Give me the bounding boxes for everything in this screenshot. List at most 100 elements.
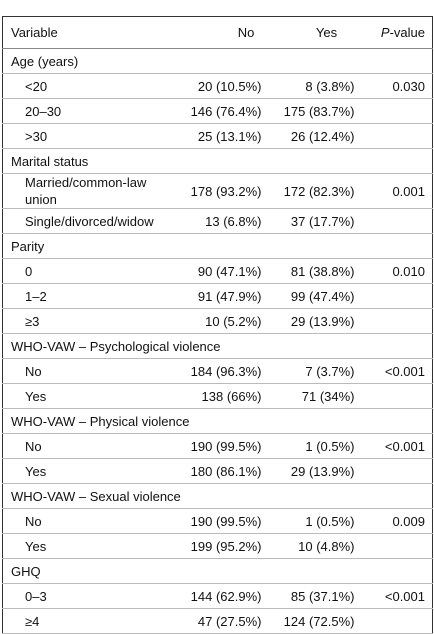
yes-cell: 10 (4.8%): [268, 533, 362, 559]
yes-cell: 85 (37.1%): [268, 583, 362, 609]
data-row: Single/divorced/widow 13 (6.8%) 37 (17.7%): [2, 208, 433, 234]
data-row: Yes 138 (66%) 71 (34%): [2, 383, 433, 409]
data-row: 0 90 (47.1%) 81 (38.8%) 0.010: [2, 258, 433, 284]
row-label: 1–2: [2, 283, 181, 309]
header-cell: No: [180, 16, 269, 49]
data-row: Yes 199 (95.2%) 10 (4.8%): [2, 533, 433, 559]
row-label: Married/common-law union: [2, 173, 181, 209]
yes-cell: 7 (3.7%): [268, 358, 362, 384]
data-row: No 190 (99.5%) 1 (0.5%) <0.001: [2, 433, 433, 459]
data-row: No 190 (99.5%) 1 (0.5%) 0.009: [2, 508, 433, 534]
data-row: 20–30 146 (76.4%) 175 (83.7%): [2, 98, 433, 124]
section-title: WHO-VAW – Physical violence: [2, 408, 433, 434]
section-row: WHO-VAW – Sexual violence: [2, 483, 433, 509]
header-cell: Variable: [2, 16, 181, 49]
p-value-cell: [361, 533, 433, 559]
header-cell: P-value: [361, 16, 433, 49]
no-cell: 178 (93.2%): [180, 173, 269, 209]
yes-cell: 1 (0.5%): [268, 508, 362, 534]
p-value-cell: 0.030: [361, 73, 433, 99]
section-row: Age (years): [2, 48, 433, 74]
no-cell: 91 (47.9%): [180, 283, 269, 309]
no-cell: 190 (99.5%): [180, 508, 269, 534]
row-label: Single/divorced/widow: [2, 208, 181, 234]
p-value-cell: 0.010: [361, 258, 433, 284]
section-title: WHO-VAW – Sexual violence: [2, 483, 433, 509]
p-value-cell: [361, 308, 433, 334]
row-label: ≥4: [2, 608, 181, 634]
data-row: 0–3 144 (62.9%) 85 (37.1%) <0.001: [2, 583, 433, 609]
p-value-cell: <0.001: [361, 433, 433, 459]
row-label: Yes: [2, 533, 181, 559]
no-cell: 90 (47.1%): [180, 258, 269, 284]
yes-cell: 29 (13.9%): [268, 308, 362, 334]
no-cell: 47 (27.5%): [180, 608, 269, 634]
row-label: No: [2, 433, 181, 459]
row-label: 0: [2, 258, 181, 284]
row-label: 0–3: [2, 583, 181, 609]
no-cell: 180 (86.1%): [180, 458, 269, 484]
yes-cell: 172 (82.3%): [268, 173, 362, 209]
no-cell: 20 (10.5%): [180, 73, 269, 99]
data-row: No 184 (96.3%) 7 (3.7%) <0.001: [2, 358, 433, 384]
p-value-cell: 0.001: [361, 173, 433, 209]
no-cell: 190 (99.5%): [180, 433, 269, 459]
p-value-cell: [361, 208, 433, 234]
section-title: Age (years): [2, 48, 433, 74]
no-cell: 184 (96.3%): [180, 358, 269, 384]
section-title: Marital status: [2, 148, 433, 174]
no-cell: 146 (76.4%): [180, 98, 269, 124]
section-row: WHO-VAW – Psychological violence: [2, 333, 433, 359]
data-row: 1–2 91 (47.9%) 99 (47.4%): [2, 283, 433, 309]
no-cell: 25 (13.1%): [180, 123, 269, 149]
data-row: Yes 180 (86.1%) 29 (13.9%): [2, 458, 433, 484]
data-row: >30 25 (13.1%) 26 (12.4%): [2, 123, 433, 149]
section-row: Parity: [2, 233, 433, 259]
yes-cell: 81 (38.8%): [268, 258, 362, 284]
row-label: 20–30: [2, 98, 181, 124]
p-value-cell: 0.009: [361, 508, 433, 534]
section-row: WHO-VAW – Physical violence: [2, 408, 433, 434]
row-label: ≥3: [2, 308, 181, 334]
yes-cell: 37 (17.7%): [268, 208, 362, 234]
p-value-cell: <0.001: [361, 583, 433, 609]
row-label: No: [2, 358, 181, 384]
no-cell: 144 (62.9%): [180, 583, 269, 609]
yes-cell: 124 (72.5%): [268, 608, 362, 634]
data-row: <20 20 (10.5%) 8 (3.8%) 0.030: [2, 73, 433, 99]
data-table: Variable No Yes P-value Age (years) <20 20…: [2, 16, 433, 634]
header-row: Variable No Yes P-value: [2, 16, 433, 49]
p-value-cell: [361, 458, 433, 484]
p-value-cell: [361, 608, 433, 634]
section-row: Marital status: [2, 148, 433, 174]
data-row: Married/common-law union 178 (93.2%) 172 (…: [2, 173, 433, 209]
yes-cell: 1 (0.5%): [268, 433, 362, 459]
section-title: GHQ: [2, 558, 433, 584]
section-title: Parity: [2, 233, 433, 259]
row-label: Yes: [2, 383, 181, 409]
yes-cell: 71 (34%): [268, 383, 362, 409]
p-value-cell: [361, 123, 433, 149]
no-cell: 13 (6.8%): [180, 208, 269, 234]
section-row: GHQ: [2, 558, 433, 584]
header-cell: Yes: [268, 16, 362, 49]
p-value-cell: [361, 98, 433, 124]
no-cell: 10 (5.2%): [180, 308, 269, 334]
row-label: >30: [2, 123, 181, 149]
no-cell: 199 (95.2%): [180, 533, 269, 559]
yes-cell: 26 (12.4%): [268, 123, 362, 149]
data-row: ≥4 47 (27.5%) 124 (72.5%): [2, 608, 433, 634]
data-row: ≥3 10 (5.2%) 29 (13.9%): [2, 308, 433, 334]
no-cell: 138 (66%): [180, 383, 269, 409]
table-body: Age (years) <20 20 (10.5%) 8 (3.8%) 0.030 20–…: [2, 48, 433, 634]
section-title: WHO-VAW – Psychological violence: [2, 333, 433, 359]
yes-cell: 8 (3.8%): [268, 73, 362, 99]
p-value-cell: <0.001: [361, 358, 433, 384]
yes-cell: 99 (47.4%): [268, 283, 362, 309]
row-label: <20: [2, 73, 181, 99]
row-label: No: [2, 508, 181, 534]
row-label: Yes: [2, 458, 181, 484]
yes-cell: 29 (13.9%): [268, 458, 362, 484]
p-value-cell: [361, 383, 433, 409]
